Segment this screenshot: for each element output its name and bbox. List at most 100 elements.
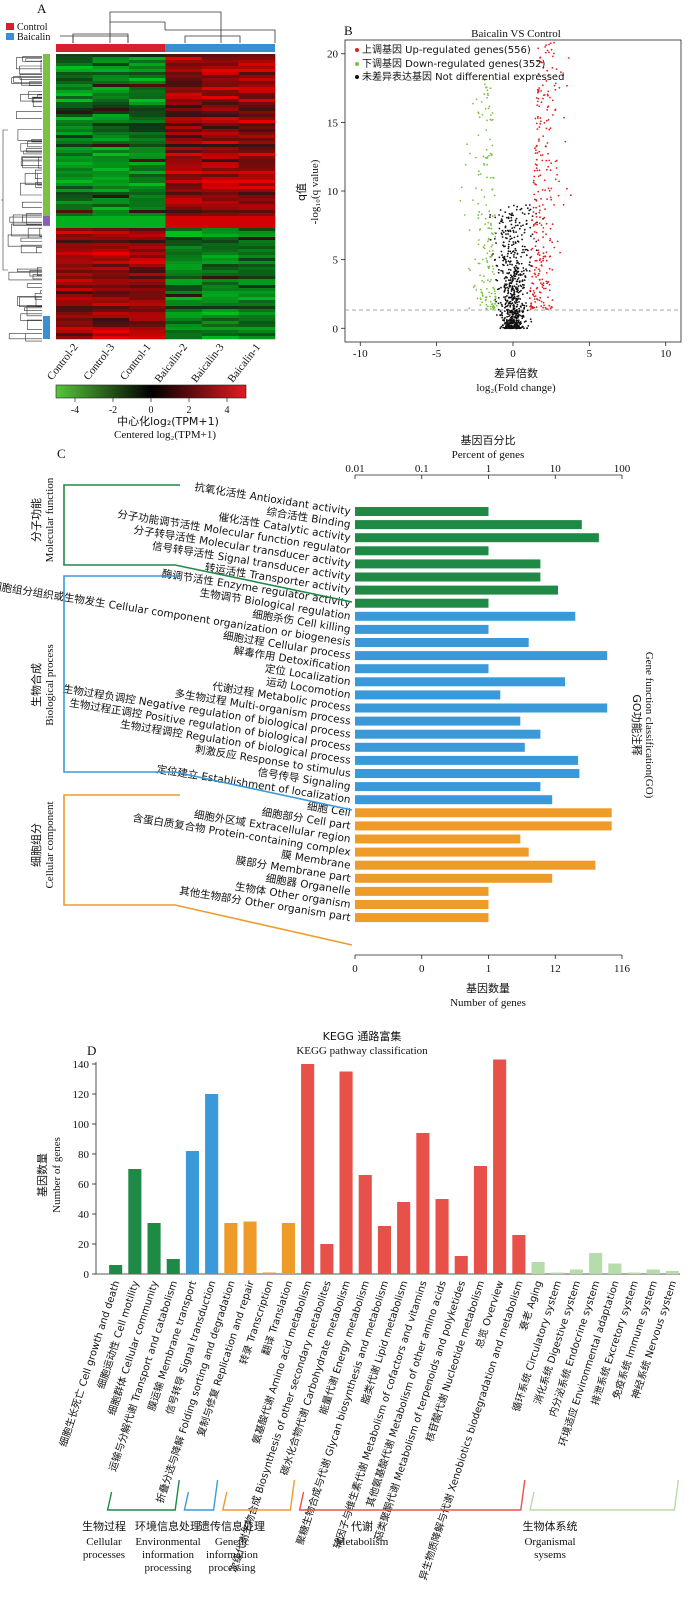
heatmap-cell — [129, 273, 166, 277]
heatmap-cell — [238, 285, 276, 289]
heatmap-cell — [129, 246, 166, 250]
volcano-point — [520, 289, 522, 292]
volcano-point — [518, 262, 520, 265]
heatmap-cell — [129, 177, 166, 181]
heatmap-cell — [202, 327, 239, 331]
volcano-point — [501, 324, 504, 327]
volcano-point — [513, 312, 516, 314]
volcano-point — [521, 212, 524, 214]
heatmap-cell — [56, 75, 93, 79]
volcano-point — [504, 259, 507, 261]
volcano-point — [508, 240, 511, 243]
heatmap-cell — [165, 264, 203, 268]
volcano-point — [491, 153, 493, 156]
volcano-point — [505, 324, 508, 326]
volcano-point — [502, 231, 505, 234]
volcano-point — [507, 287, 510, 290]
heatmap-cell — [129, 141, 166, 145]
heatmap-cell — [165, 243, 203, 247]
heatmap-cell — [56, 144, 93, 148]
heatmap-cell — [56, 216, 93, 220]
volcano-point — [509, 269, 512, 271]
volcano-point — [541, 84, 544, 87]
volcano-point — [549, 239, 551, 242]
volcano-point — [504, 226, 507, 229]
kegg-bar — [339, 1071, 353, 1274]
volcano-point — [537, 117, 539, 119]
heatmap-cell — [165, 102, 203, 106]
heatmap-cell — [202, 294, 239, 298]
heatmap-cell — [129, 294, 166, 298]
heatmap-cell — [165, 210, 203, 214]
volcano-point — [566, 84, 568, 87]
heatmap-cell — [56, 129, 93, 133]
heatmap-cell — [56, 336, 93, 340]
heatmap-cell — [165, 306, 203, 310]
legend-ns-dot — [355, 75, 359, 79]
volcano-point — [510, 316, 513, 319]
volcano-point — [530, 306, 533, 308]
heatmap-cell — [92, 267, 130, 271]
heatmap-cell — [129, 324, 166, 328]
heatmap-cell — [202, 129, 239, 133]
volcano-point — [549, 227, 552, 230]
volcano-point — [516, 287, 519, 290]
volcano-point — [523, 304, 526, 307]
volcano-point — [507, 291, 510, 294]
heatmap-cell — [56, 300, 93, 304]
volcano-point — [542, 66, 545, 69]
heatmap-cell — [165, 57, 203, 61]
heatmap-cell — [238, 75, 276, 79]
volcano-point — [527, 249, 529, 252]
heatmap-cell — [92, 303, 130, 307]
heatmap-cell — [56, 165, 93, 169]
heatmap-cell — [92, 120, 130, 124]
heatmap-cell — [92, 159, 130, 163]
volcano-point — [532, 293, 534, 296]
heatmap-cell — [165, 162, 203, 166]
kegg-group-bracket — [106, 1479, 180, 1511]
heatmap-cell — [56, 303, 93, 307]
volcano-point — [509, 263, 511, 266]
volcano-point — [542, 135, 544, 138]
heatmap-cell — [165, 81, 203, 85]
kegg-bar — [512, 1235, 526, 1274]
heatmap-cell — [165, 54, 203, 58]
heatmap-cell — [92, 213, 130, 217]
volcano-point — [510, 311, 513, 314]
volcano-point — [526, 207, 529, 210]
volcano-point — [539, 216, 541, 219]
volcano-point — [469, 152, 471, 155]
heatmap-cell — [238, 168, 276, 172]
volcano-point — [483, 281, 485, 283]
volcano-point — [508, 310, 511, 312]
volcano-point — [487, 221, 490, 224]
volcano-point — [501, 314, 504, 317]
volcano-point — [497, 302, 500, 305]
heatmap-cell — [92, 126, 130, 130]
volcano-point — [490, 114, 492, 116]
heatmap-cell — [129, 195, 166, 199]
heatmap-cell — [202, 120, 239, 124]
heatmap-cell — [129, 129, 166, 133]
heatmap-cell — [202, 87, 239, 91]
heatmap-cell — [165, 237, 203, 241]
panel-a-heatmap: A Control Baicalin Control-2 Control-3 Con… — [1, 1, 276, 441]
volcano-point — [545, 272, 548, 274]
volcano-point — [514, 317, 517, 319]
heatmap-cell — [238, 171, 276, 175]
heatmap-cell — [56, 291, 93, 295]
volcano-point — [510, 237, 513, 240]
heatmap-cell — [238, 267, 276, 271]
volcano-point — [480, 291, 483, 294]
volcano-point — [544, 287, 547, 290]
heatmap-cell — [129, 168, 166, 172]
heatmap-cell — [238, 306, 276, 310]
go-bar — [355, 769, 580, 778]
heatmap-cell — [92, 183, 130, 187]
volcano-point — [533, 237, 535, 240]
volcano-point — [510, 252, 513, 255]
heatmap-cell — [92, 195, 130, 199]
heatmap-cell — [129, 87, 166, 91]
bracket-cellular-component — [63, 794, 353, 946]
